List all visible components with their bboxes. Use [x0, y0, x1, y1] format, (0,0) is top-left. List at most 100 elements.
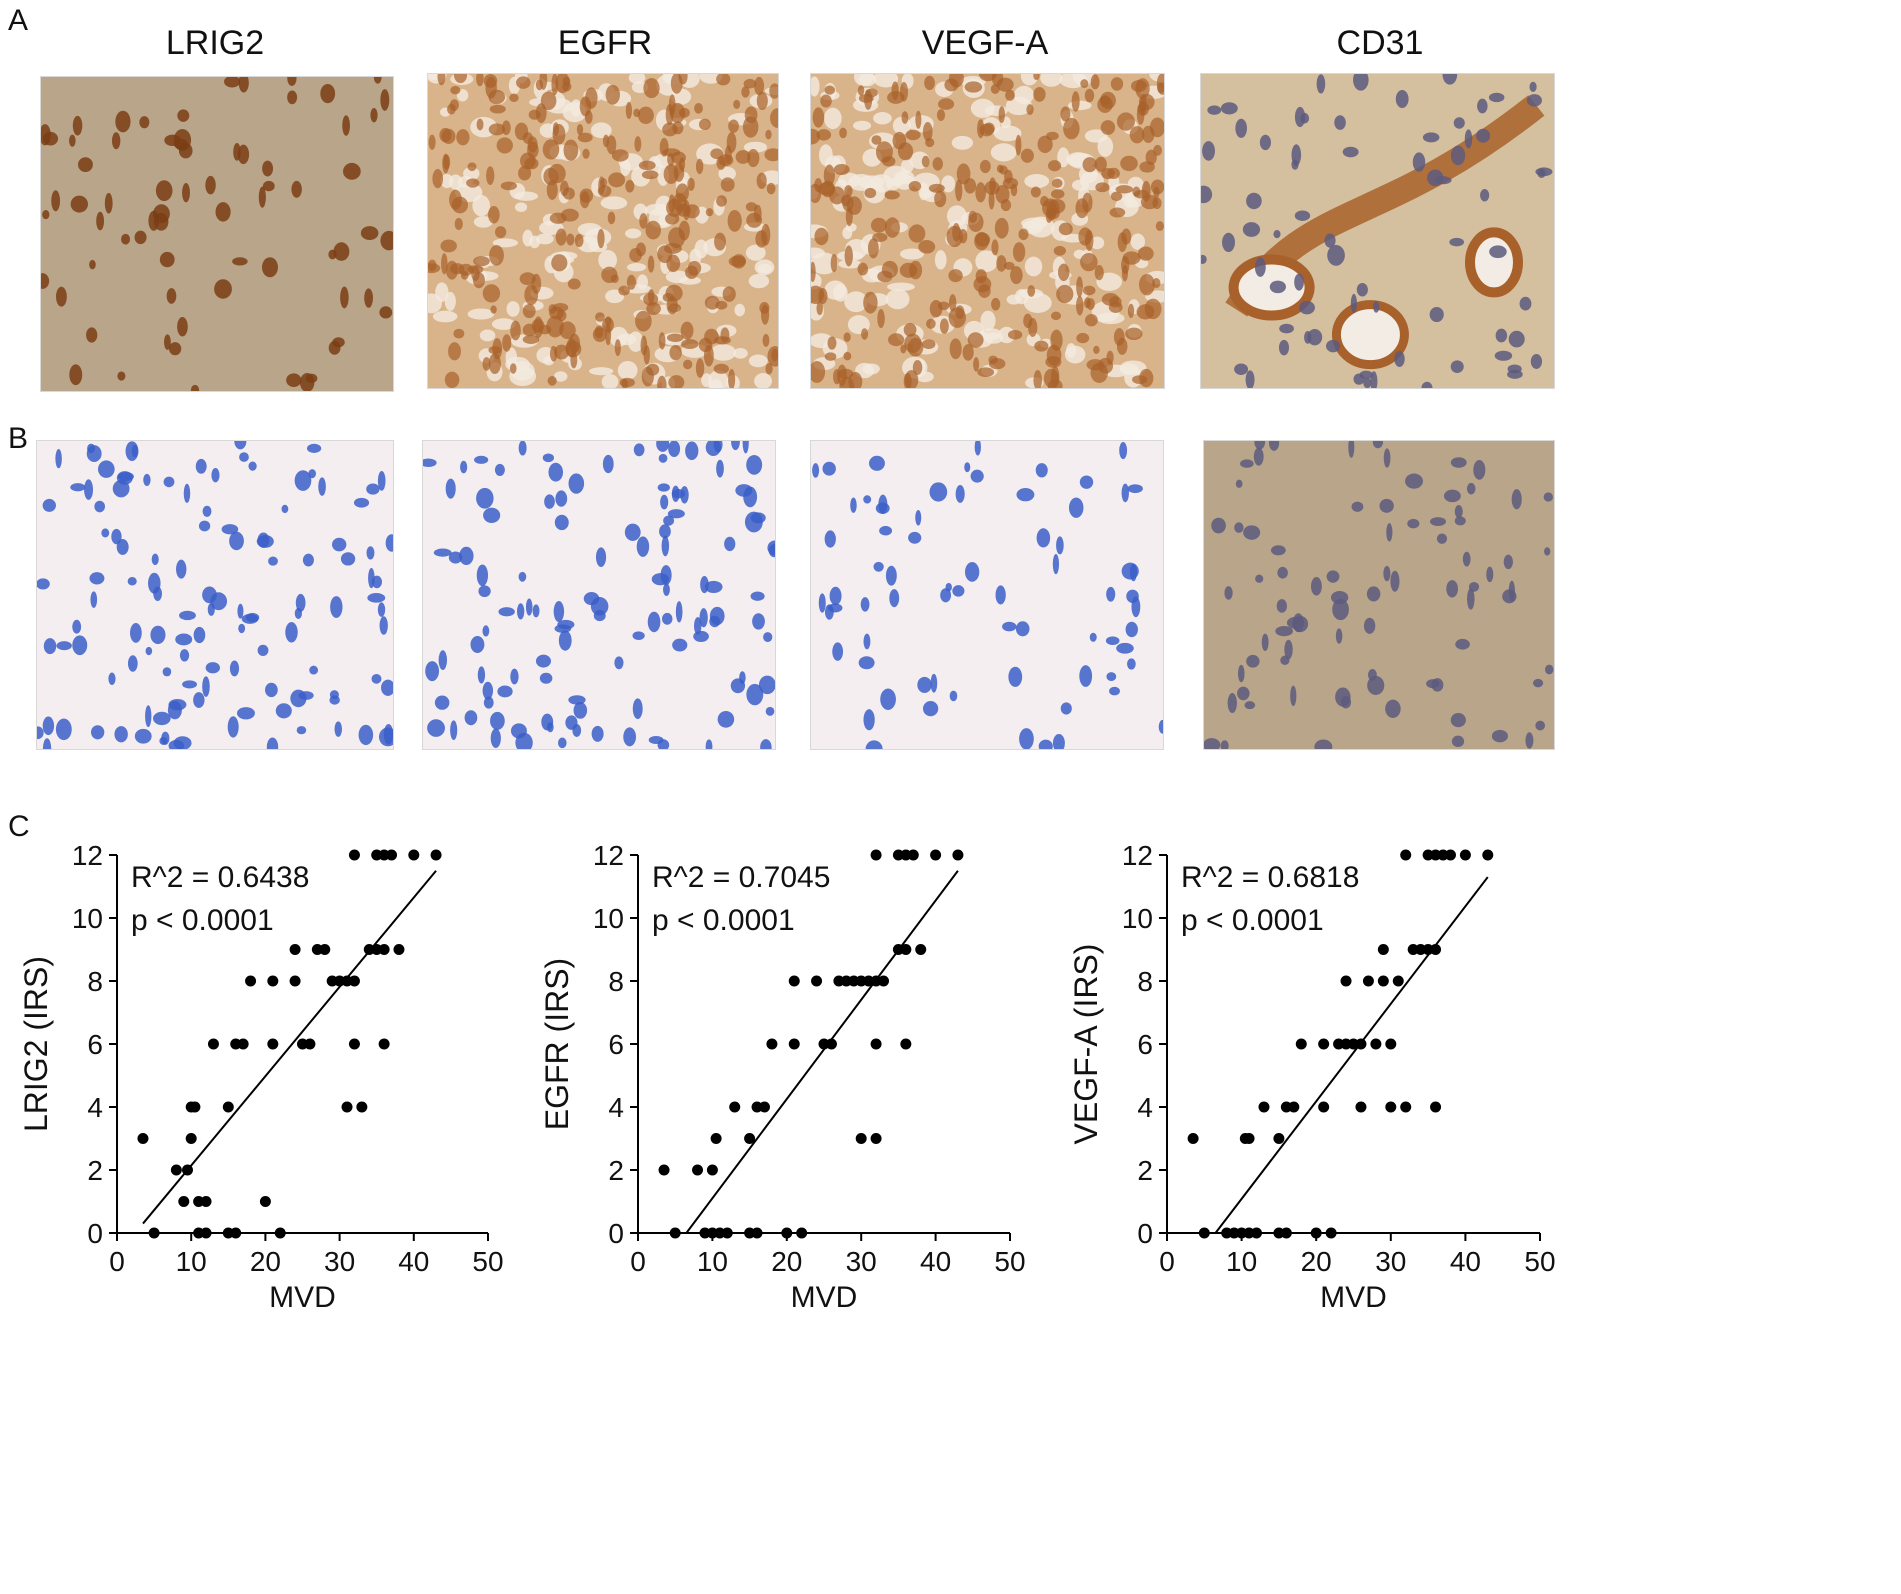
column-title-vegfa: VEGF-A	[921, 24, 1049, 62]
micrograph-a-cd31	[1200, 73, 1555, 389]
data-point	[1273, 1133, 1285, 1144]
data-point	[348, 1038, 360, 1050]
data-point	[378, 944, 390, 955]
y-tick-label: 12	[72, 840, 103, 871]
y-tick-label: 0	[608, 1218, 624, 1249]
micrograph-a-egfr	[427, 73, 779, 389]
data-point	[137, 1133, 149, 1144]
data-point	[304, 1038, 316, 1050]
data-point	[267, 1038, 279, 1050]
data-point	[1198, 1227, 1210, 1239]
data-point	[1362, 975, 1374, 987]
data-point	[1318, 1101, 1330, 1113]
x-tick-label: 10	[176, 1246, 207, 1277]
data-point	[1430, 944, 1442, 955]
data-point	[289, 944, 301, 955]
x-tick-label: 0	[630, 1246, 646, 1277]
data-point	[1325, 1227, 1337, 1239]
data-point	[348, 849, 360, 861]
data-point	[408, 849, 420, 861]
data-point	[1385, 1101, 1397, 1113]
data-point	[1355, 1101, 1367, 1113]
x-tick-label: 50	[994, 1246, 1025, 1277]
x-tick-label: 10	[1226, 1246, 1257, 1277]
panel-label-a: A	[8, 4, 29, 37]
y-tick-label: 10	[593, 903, 624, 934]
data-point	[348, 975, 360, 987]
data-point	[200, 1227, 212, 1239]
data-point	[788, 1038, 800, 1050]
data-point	[207, 1038, 219, 1050]
micrograph-b-cd31	[1203, 440, 1555, 750]
data-point	[900, 944, 912, 955]
x-tick-label: 20	[250, 1246, 281, 1277]
r-squared-annotation: R^2 = 0.6438	[131, 861, 309, 894]
column-title-egfr: EGFR	[557, 24, 653, 62]
data-point	[245, 975, 257, 987]
data-point	[1288, 1101, 1300, 1113]
data-point	[181, 1164, 193, 1176]
micrograph-b-lrig2	[36, 440, 394, 750]
data-point	[1430, 1101, 1442, 1113]
data-point	[185, 1133, 197, 1144]
y-tick-label: 6	[87, 1029, 103, 1060]
y-axis-label: LRIG2 (IRS)	[18, 956, 54, 1132]
x-axis-label: MVD	[1320, 1281, 1387, 1314]
data-point	[710, 1133, 722, 1144]
data-point	[319, 944, 331, 955]
data-point	[692, 1164, 704, 1176]
data-point	[356, 1101, 368, 1113]
x-tick-label: 40	[1450, 1246, 1481, 1277]
data-point	[870, 1038, 882, 1050]
y-tick-label: 6	[608, 1029, 624, 1060]
data-point	[1187, 1133, 1199, 1144]
data-point	[706, 1164, 718, 1176]
data-point	[1482, 849, 1494, 861]
x-tick-label: 0	[1159, 1246, 1175, 1277]
data-point	[721, 1227, 733, 1239]
data-point	[758, 1101, 770, 1113]
regression-line	[1214, 876, 1489, 1234]
data-point	[1370, 1038, 1382, 1050]
micrograph-b-vegfa	[810, 440, 1164, 750]
x-tick-label: 40	[920, 1246, 951, 1277]
data-point	[796, 1227, 808, 1239]
panel-label-c: C	[8, 810, 30, 843]
data-point	[744, 1133, 756, 1144]
y-tick-label: 8	[87, 966, 103, 997]
data-point	[1280, 1227, 1292, 1239]
data-point	[1340, 975, 1352, 987]
y-tick-label: 8	[1137, 966, 1153, 997]
y-tick-label: 2	[87, 1155, 103, 1186]
x-axis-label: MVD	[791, 1281, 858, 1314]
data-point	[1385, 1038, 1397, 1050]
y-axis-label: EGFR (IRS)	[539, 958, 575, 1130]
data-point	[669, 1227, 681, 1239]
scatter-chart-egfr: 0 2 4 6 8 10 12 0 10 20 30 40 50 MVD EGFR (IRS) R^2 = 0…	[539, 840, 1026, 1314]
data-point	[267, 975, 279, 987]
data-point	[274, 1227, 286, 1239]
data-point	[1377, 944, 1389, 955]
y-tick-label: 12	[1122, 840, 1153, 871]
column-title-lrig2: LRIG2	[165, 24, 265, 62]
x-tick-label: 30	[846, 1246, 877, 1277]
data-point	[825, 1038, 837, 1050]
data-point	[751, 1227, 763, 1239]
data-point	[1318, 1038, 1330, 1050]
data-point	[189, 1101, 201, 1113]
data-point	[870, 849, 882, 861]
data-point	[237, 1038, 249, 1050]
regression-line	[685, 870, 959, 1234]
data-point	[952, 849, 964, 861]
x-tick-label: 40	[398, 1246, 429, 1277]
data-point	[148, 1227, 160, 1239]
r-squared-annotation: R^2 = 0.7045	[652, 861, 830, 894]
data-point	[900, 1038, 912, 1050]
y-tick-label: 10	[1122, 903, 1153, 934]
data-point	[1355, 1038, 1367, 1050]
data-point	[430, 849, 442, 861]
column-title-cd31: CD31	[1336, 24, 1424, 62]
data-point	[222, 1101, 234, 1113]
data-point	[1243, 1133, 1255, 1144]
